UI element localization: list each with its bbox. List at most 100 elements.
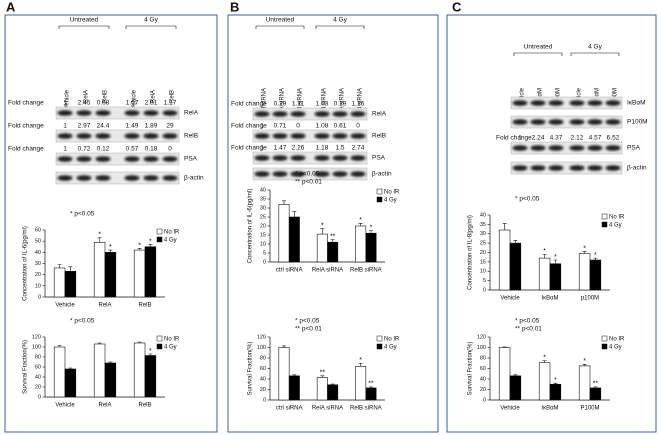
significance-mark: ** <box>330 233 336 240</box>
x-tick-label: RelB <box>138 303 151 309</box>
blot-strip <box>252 151 368 165</box>
bar <box>327 384 339 401</box>
bar <box>538 257 551 291</box>
legend-swatch <box>156 343 163 350</box>
blot-band <box>530 165 546 171</box>
y-tick-label: 15 <box>260 232 266 238</box>
legend-swatch <box>376 343 383 350</box>
blot-band <box>605 100 621 106</box>
blot-band <box>350 111 366 117</box>
error-bar <box>542 360 547 363</box>
significance-mark: * <box>543 248 546 255</box>
y-tick-label: 60 <box>260 366 266 372</box>
bar <box>509 375 522 401</box>
blot-strip <box>510 115 623 129</box>
band-label: PSA <box>184 156 198 163</box>
fold-value: 1.17 <box>164 100 177 107</box>
blot-band <box>124 110 140 116</box>
fold-label: Fold change <box>231 101 267 108</box>
fold-value: 2.26 <box>292 145 305 152</box>
bar <box>288 216 300 263</box>
y-axis-label: Concentration of IL-6(pg/ml) <box>23 226 29 301</box>
x-tick-label: p100M <box>581 296 599 302</box>
error-bar <box>358 362 363 367</box>
band-label: RelA <box>372 111 387 118</box>
y-tick-label: 80 <box>35 354 41 360</box>
bar <box>144 246 157 298</box>
blot-strip <box>510 96 623 110</box>
legend-swatch <box>601 343 608 350</box>
lane-label: RelB siRNA <box>358 88 364 120</box>
annotation: * p<0.05 <box>70 318 95 325</box>
fold-value: 6.52 <box>607 135 620 142</box>
significance-mark: * <box>98 232 101 239</box>
blot-band <box>124 133 140 139</box>
x-tick-label: RelA <box>98 403 111 409</box>
legend-swatch <box>601 213 608 220</box>
legend-label: 4 Gy <box>384 198 397 204</box>
blot-band <box>272 111 288 117</box>
blot-band <box>143 156 159 162</box>
legend-swatch <box>376 335 383 342</box>
x-tick-label: RelA siRNA <box>312 406 343 412</box>
legend-swatch <box>156 236 163 243</box>
y-tick-label: 60 <box>35 364 41 370</box>
panel-label: B <box>230 0 239 14</box>
x-tick-label: RelB <box>138 403 151 409</box>
group-bracket <box>570 52 620 56</box>
bar <box>93 241 106 298</box>
blot-band <box>605 165 621 171</box>
group-label: 4 Gy <box>588 44 602 51</box>
fold-label: Fold change <box>8 146 44 153</box>
blot-band <box>95 175 111 181</box>
bar <box>327 241 339 263</box>
bar <box>589 259 602 291</box>
fold-label: Fold change <box>496 135 532 142</box>
legend-label: 4 Gy <box>164 345 177 351</box>
y-tick-label: 0 <box>483 287 486 293</box>
fold-label: Fold change <box>231 145 267 152</box>
panel-frame <box>446 14 657 433</box>
lane-label: RelA siRNA <box>340 88 346 119</box>
error-bar <box>137 341 142 343</box>
blot-band <box>162 110 178 116</box>
y-tick-label: 60 <box>35 227 41 233</box>
blot-band <box>162 175 178 181</box>
y-tick-label: 40 <box>35 374 41 380</box>
blot-band <box>124 156 140 162</box>
fold-value: 1.49 <box>126 123 139 130</box>
y-tick-label: 5 <box>263 250 266 256</box>
blot-band <box>569 145 585 151</box>
fold-value: 0.57 <box>126 146 139 153</box>
bar <box>578 365 591 401</box>
y-tick-label: 40 <box>35 250 41 256</box>
x-tick-label: RelA <box>98 303 111 309</box>
blot-band <box>569 119 585 125</box>
lane-label: Vehicle <box>65 89 71 109</box>
lane-label: RelB <box>170 90 176 103</box>
blot-strip <box>55 152 180 166</box>
fold-value: 0 <box>168 146 172 153</box>
blot-band <box>95 110 111 116</box>
legend-swatch <box>601 335 608 342</box>
significance-mark: * <box>109 244 112 251</box>
y-tick-label: 80 <box>260 355 266 361</box>
blot-band <box>587 165 603 171</box>
lane-label: RelA <box>151 90 157 103</box>
fold-value: 2.24 <box>532 135 545 142</box>
legend-label: No IR <box>164 230 180 236</box>
blot-band <box>548 145 564 151</box>
blot-band <box>332 133 348 139</box>
error-bar <box>97 237 102 243</box>
y-tick-label: 100 <box>477 345 486 351</box>
bar <box>549 383 562 401</box>
bar <box>589 387 602 401</box>
x-tick-label: RelB siRNA <box>350 406 382 412</box>
x-tick-label: RelB siRNA <box>350 268 382 274</box>
blot-band <box>143 110 159 116</box>
y-tick-label: 10 <box>35 283 41 289</box>
blot-band <box>124 175 140 181</box>
x-tick-label: ctrl siRNA <box>276 268 303 274</box>
bar <box>316 233 328 263</box>
bar <box>355 366 367 401</box>
